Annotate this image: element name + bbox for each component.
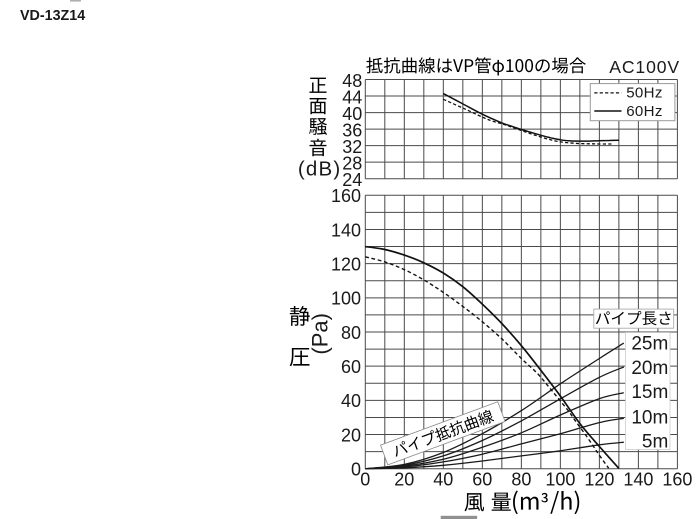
svg-text:160: 160 (331, 186, 361, 206)
svg-text:VD-13Z14: VD-13Z14 (20, 8, 85, 24)
svg-text:20: 20 (341, 425, 361, 445)
svg-text:50Hz: 50Hz (626, 85, 663, 102)
svg-text:10m: 10m (631, 407, 668, 428)
svg-text:24: 24 (342, 170, 362, 190)
svg-text:15m: 15m (631, 382, 668, 403)
svg-text:160: 160 (662, 470, 692, 490)
svg-text:AC100V: AC100V (609, 57, 680, 77)
svg-text:0: 0 (351, 460, 361, 480)
svg-text:0: 0 (360, 470, 370, 490)
svg-text:20: 20 (394, 470, 414, 490)
svg-text:140: 140 (623, 470, 653, 490)
svg-text:25m: 25m (631, 334, 668, 355)
svg-text:60: 60 (472, 470, 492, 490)
svg-text:140: 140 (331, 220, 361, 240)
svg-text:5m: 5m (642, 431, 668, 452)
svg-text:(dB): (dB) (298, 157, 342, 180)
svg-text:40: 40 (433, 470, 453, 490)
svg-text:100: 100 (331, 289, 361, 309)
svg-text:80: 80 (511, 470, 531, 490)
svg-text:36: 36 (342, 120, 362, 140)
svg-text:20m: 20m (631, 358, 668, 379)
svg-text:60Hz: 60Hz (626, 103, 663, 120)
svg-text:120: 120 (331, 254, 361, 274)
svg-text:60: 60 (341, 357, 361, 377)
svg-text:48: 48 (342, 71, 362, 91)
svg-text:40: 40 (341, 391, 361, 411)
svg-text:80: 80 (341, 323, 361, 343)
svg-text:120: 120 (584, 470, 614, 490)
svg-text:44: 44 (342, 87, 362, 107)
svg-text:28: 28 (342, 154, 362, 174)
svg-text:40: 40 (342, 104, 362, 124)
svg-text:100: 100 (545, 470, 575, 490)
svg-text:(Pa): (Pa) (307, 313, 332, 355)
svg-text:32: 32 (342, 137, 362, 157)
